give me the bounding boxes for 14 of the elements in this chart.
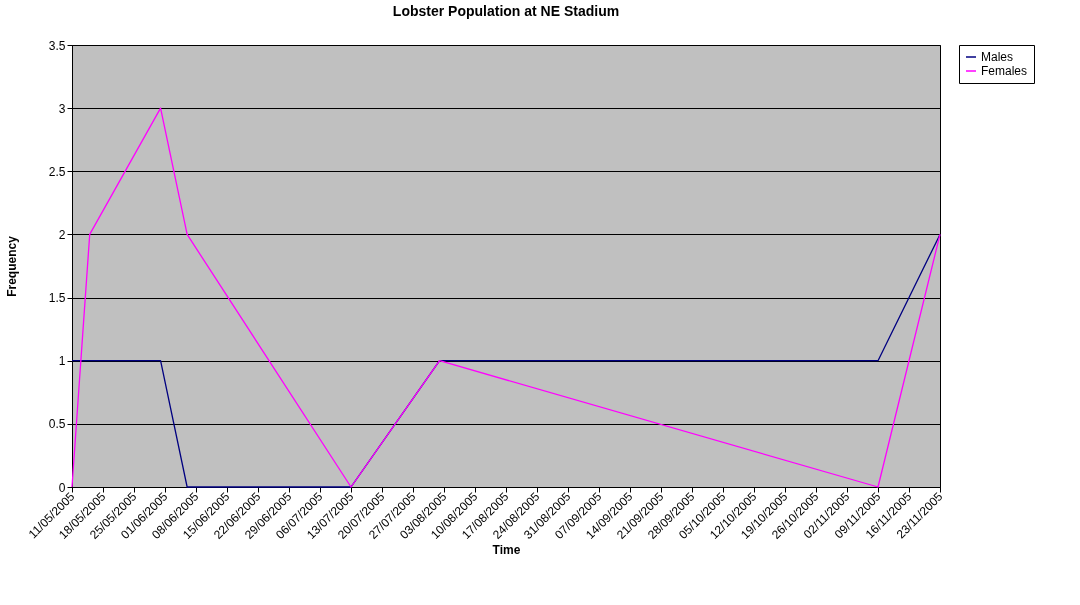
y-axis-title: Frequency (4, 235, 19, 297)
y-tick-label: 0 (58, 480, 66, 495)
y-tick-label: 1.5 (48, 291, 66, 306)
chart-title: Lobster Population at NE Stadium (392, 3, 620, 19)
legend-label: Females (981, 64, 1028, 78)
y-tick-label: 3.5 (48, 38, 66, 53)
y-tick-label: 0.5 (48, 417, 66, 432)
y-tick-label: 2.5 (48, 164, 66, 179)
legend-label: Males (981, 50, 1014, 64)
y-tick-label: 2 (58, 227, 66, 242)
y-tick-label: 1 (58, 354, 66, 369)
x-axis-title: Time (492, 543, 521, 558)
y-tick-label: 3 (58, 101, 66, 116)
line-series (71, 107, 941, 488)
